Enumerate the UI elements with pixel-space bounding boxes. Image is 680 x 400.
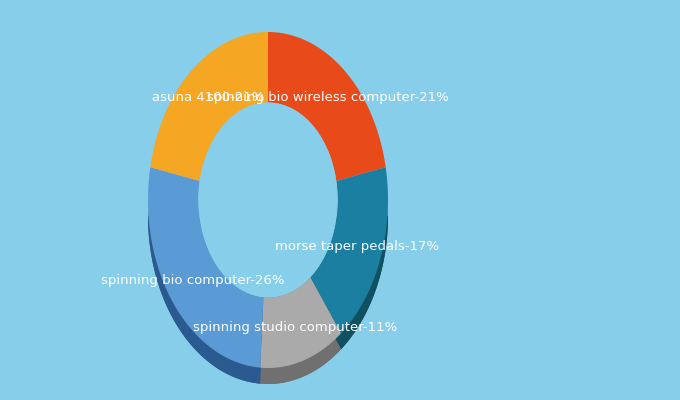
Polygon shape xyxy=(199,200,263,313)
Polygon shape xyxy=(268,32,386,181)
Polygon shape xyxy=(148,216,263,384)
Polygon shape xyxy=(310,200,337,293)
Text: asuna 4100-21%: asuna 4100-21% xyxy=(152,91,264,104)
Polygon shape xyxy=(150,32,268,181)
Polygon shape xyxy=(260,333,341,384)
Polygon shape xyxy=(260,277,341,368)
Polygon shape xyxy=(260,293,341,384)
Polygon shape xyxy=(199,102,337,298)
Polygon shape xyxy=(310,216,388,349)
Polygon shape xyxy=(148,167,263,368)
Polygon shape xyxy=(148,200,260,384)
Polygon shape xyxy=(263,277,310,314)
Text: spinning bio wireless computer-21%: spinning bio wireless computer-21% xyxy=(207,91,449,104)
Text: spinning studio computer-11%: spinning studio computer-11% xyxy=(193,320,398,334)
Polygon shape xyxy=(310,167,388,333)
Text: spinning bio computer-26%: spinning bio computer-26% xyxy=(101,274,284,287)
Polygon shape xyxy=(341,200,388,349)
Text: morse taper pedals-17%: morse taper pedals-17% xyxy=(275,240,439,253)
